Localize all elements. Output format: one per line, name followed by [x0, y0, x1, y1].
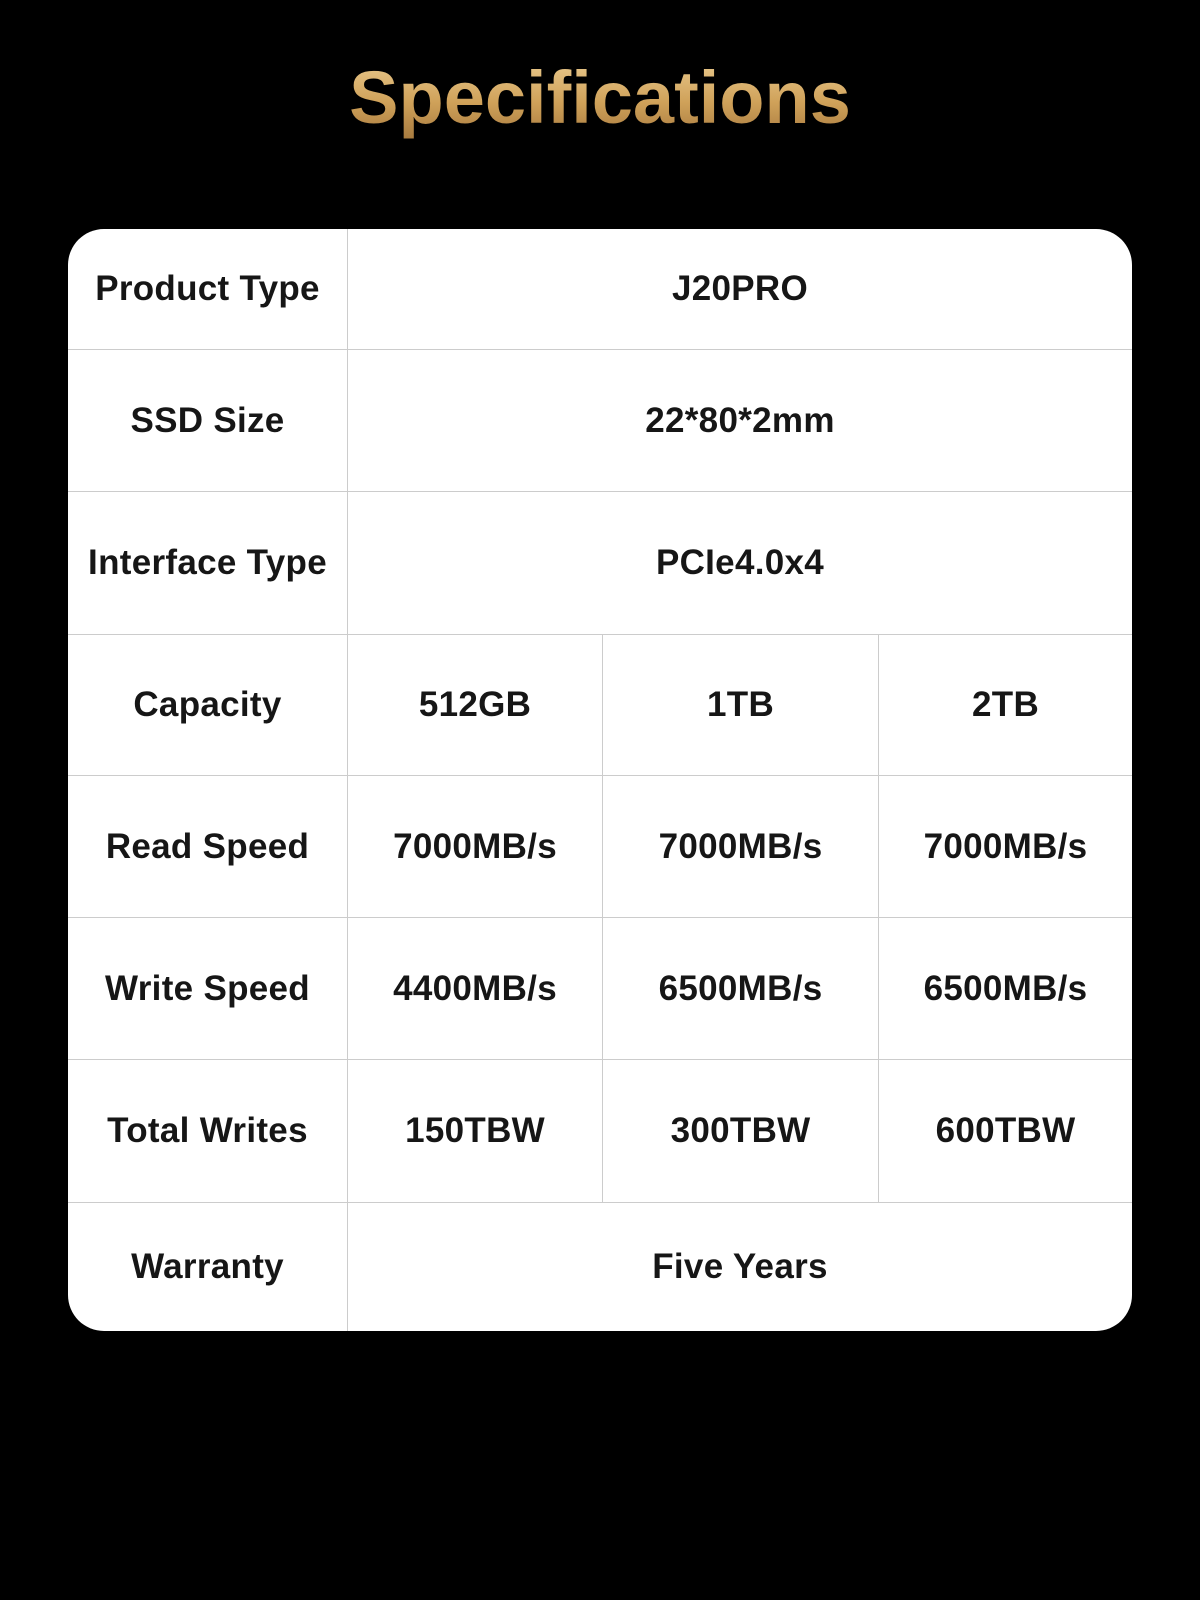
table-row: SSD Size 22*80*2mm	[68, 349, 1132, 491]
value-write-speed-1tb: 6500MB/s	[603, 918, 880, 1059]
row-label-warranty: Warranty	[68, 1203, 349, 1331]
table-row: Write Speed 4400MB/s 6500MB/s 6500MB/s	[68, 917, 1132, 1059]
table-row: Product Type J20PRO	[68, 229, 1132, 349]
value-write-speed-2tb: 6500MB/s	[923, 968, 1088, 1008]
value-warranty: Five Years	[652, 1247, 828, 1286]
value-capacity-2tb: 2TB	[972, 685, 1040, 724]
row-label-product-type: Product Type	[68, 229, 349, 349]
value-product-type: J20PRO	[671, 269, 809, 308]
value-total-writes-512gb: 150TBW	[348, 1060, 604, 1202]
value-total-writes-2tb: 600TBW	[935, 1111, 1076, 1150]
row-label-capacity: Capacity	[68, 635, 349, 775]
table-row: Total Writes 150TBW 300TBW 600TBW	[68, 1059, 1132, 1202]
page-title: Specifications	[0, 52, 1200, 144]
value-capacity-1tb: 1TB	[603, 635, 880, 775]
table-row: Capacity 512GB 1TB 2TB	[68, 634, 1132, 775]
row-label-total-writes: Total Writes	[68, 1060, 349, 1202]
table-row: Warranty Five Years	[68, 1202, 1132, 1331]
value-write-speed-512gb: 4400MB/s	[348, 918, 604, 1059]
value-read-speed-1tb: 7000MB/s	[603, 776, 880, 917]
row-label-write-speed: Write Speed	[68, 918, 349, 1059]
value-total-writes-1tb: 300TBW	[603, 1060, 880, 1202]
row-label-interface-type: Interface Type	[68, 492, 349, 634]
table-row: Read Speed 7000MB/s 7000MB/s 7000MB/s	[68, 775, 1132, 917]
value-interface-type: PCIe4.0x4	[655, 543, 825, 582]
row-label-ssd-size: SSD Size	[68, 350, 349, 491]
value-ssd-size: 22*80*2mm	[645, 400, 835, 440]
value-capacity-512gb: 512GB	[348, 635, 604, 775]
specifications-table: Product Type J20PRO SSD Size 22*80*2mm I…	[68, 229, 1132, 1331]
value-read-speed-2tb: 7000MB/s	[923, 826, 1088, 866]
table-row: Interface Type PCIe4.0x4	[68, 491, 1132, 634]
row-label-read-speed: Read Speed	[68, 776, 349, 917]
value-read-speed-512gb: 7000MB/s	[348, 776, 604, 917]
